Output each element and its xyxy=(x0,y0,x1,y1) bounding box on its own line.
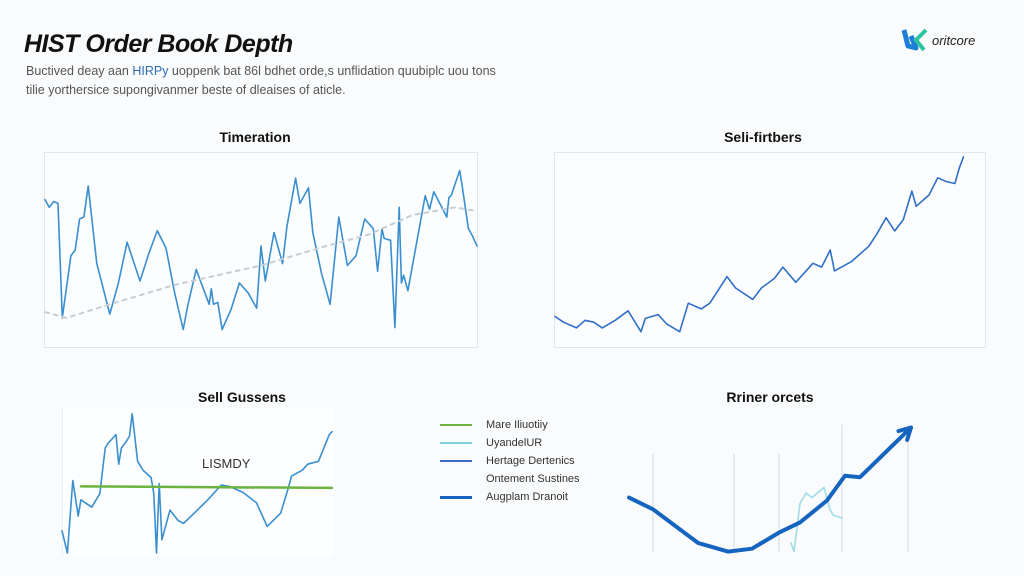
subtitle-highlight: HIRPy xyxy=(132,64,169,78)
chart-2-series-1 xyxy=(554,156,965,333)
legend-label: Hertage Dertenics xyxy=(486,455,575,467)
chart-4-series-1 xyxy=(790,486,843,553)
arrow-head-icon xyxy=(896,425,913,442)
chart-4-legend: Mare Iliuotiiy UyandelUR Hertage Dertenics… xyxy=(440,416,580,506)
legend-item: Hertage Dertenics xyxy=(440,452,580,470)
legend-item: Ontement Sustines xyxy=(440,470,580,488)
legend-label: UyandelUR xyxy=(486,437,543,449)
chart-4-series-2 xyxy=(627,425,913,554)
legend-label: Mare Iliuotiiy xyxy=(486,419,548,431)
legend-label: Augplam Dranoit xyxy=(486,491,568,503)
legend-swatch xyxy=(440,424,472,426)
legend-swatch xyxy=(440,495,472,499)
chart-2-title: Seli-firtbers xyxy=(724,129,802,145)
page-subtitle: Buctived deay aan HIRPy uoppenk bat 86l … xyxy=(26,62,496,100)
chart-3-frame xyxy=(62,408,333,556)
subtitle-text-rest: uoppenk bat 86l bdhet orde,s unflidation… xyxy=(26,64,496,97)
legend-swatch xyxy=(440,478,472,480)
legend-swatch xyxy=(440,460,472,462)
chart-4-plot xyxy=(627,424,913,554)
chart-1-title: Timeration xyxy=(219,129,291,145)
chart-3-plot xyxy=(61,413,334,554)
legend-label: Ontement Sustines xyxy=(486,473,580,485)
chart-4-title: Rriner orcets xyxy=(726,389,814,405)
chart-3-series-1 xyxy=(61,413,333,554)
logo-text: oritcore xyxy=(932,32,976,48)
chart-1-series-2 xyxy=(44,206,478,319)
legend-item: Augplam Dranoit xyxy=(440,488,580,506)
chart-3-annotation: LISMDY xyxy=(202,456,251,471)
brand-logo: oritcore xyxy=(901,28,976,52)
legend-item: Mare Iliuotiiy xyxy=(440,416,580,434)
chart-3-series-2 xyxy=(79,485,334,490)
chart-2-plot xyxy=(554,156,965,333)
page-title: HIST Order Book Depth xyxy=(24,30,293,58)
chart-1-series-1 xyxy=(44,169,478,331)
logo-mark-icon xyxy=(901,28,928,52)
chart-1-plot xyxy=(44,169,478,331)
subtitle-text: Buctived deay aan xyxy=(26,64,133,78)
legend-swatch xyxy=(440,442,472,444)
legend-item: UyandelUR xyxy=(440,434,580,452)
chart-3-title: Sell Gussens xyxy=(198,389,286,405)
chart-2-frame xyxy=(554,152,986,348)
